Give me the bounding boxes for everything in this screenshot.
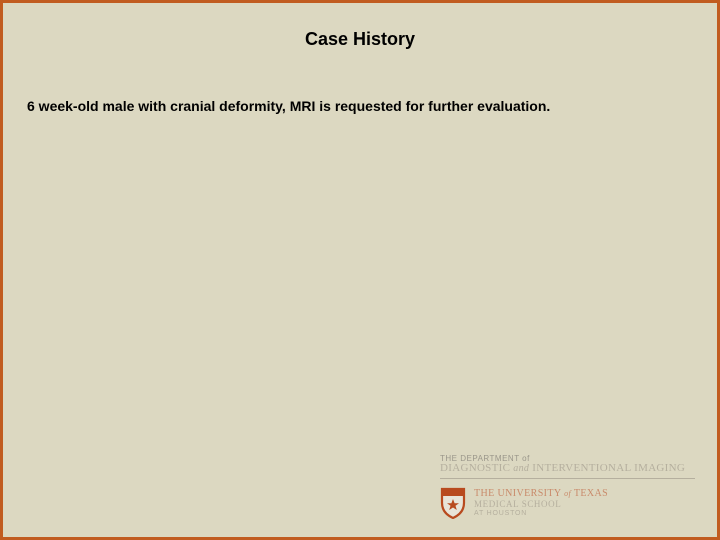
university-line3: AT HOUSTON bbox=[474, 510, 608, 518]
university-line1-of: of bbox=[564, 489, 571, 498]
university-shield-icon bbox=[440, 487, 466, 519]
university-line1: THE UNIVERSITY of TEXAS bbox=[474, 488, 608, 499]
department-rule bbox=[440, 478, 695, 479]
university-line1-post: TEXAS bbox=[574, 488, 608, 499]
department-name-part2: INTERVENTIONAL IMAGING bbox=[532, 462, 685, 474]
university-line2: MEDICAL SCHOOL bbox=[474, 500, 608, 510]
department-block: THE DEPARTMENT of DIAGNOSTIC and INTERVE… bbox=[440, 455, 695, 479]
slide-title: Case History bbox=[3, 29, 717, 50]
department-name-part1: DIAGNOSTIC bbox=[440, 462, 510, 474]
university-line1-pre: THE UNIVERSITY bbox=[474, 488, 561, 499]
footer-block: THE DEPARTMENT of DIAGNOSTIC and INTERVE… bbox=[440, 455, 695, 519]
university-text: THE UNIVERSITY of TEXAS MEDICAL SCHOOL A… bbox=[474, 488, 608, 518]
department-name-and: and bbox=[513, 463, 529, 474]
case-history-body: 6 week-old male with cranial deformity, … bbox=[27, 97, 693, 116]
university-block: THE UNIVERSITY of TEXAS MEDICAL SCHOOL A… bbox=[440, 487, 608, 519]
department-name: DIAGNOSTIC and INTERVENTIONAL IMAGING bbox=[440, 463, 695, 475]
slide-container: Case History 6 week-old male with crania… bbox=[0, 0, 720, 540]
